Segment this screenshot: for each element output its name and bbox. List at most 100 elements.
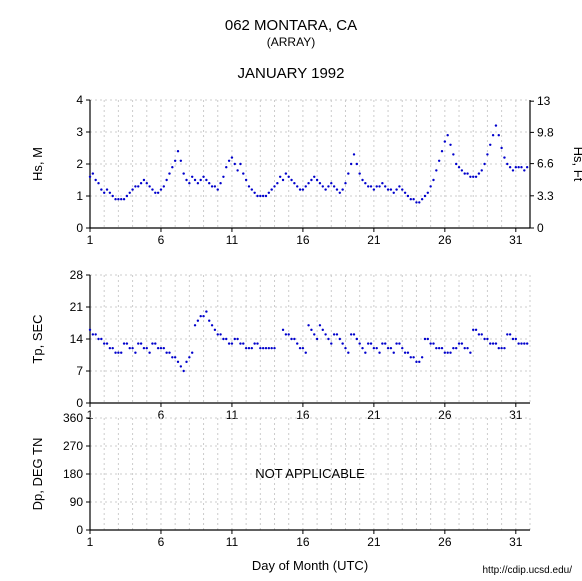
data-point (509, 333, 511, 335)
data-point (117, 352, 119, 354)
data-point (432, 179, 434, 181)
y-axis-label: Hs, M (30, 147, 45, 181)
data-point (194, 179, 196, 181)
data-point (387, 188, 389, 190)
data-point (262, 195, 264, 197)
data-point (222, 176, 224, 178)
data-point (112, 347, 114, 349)
data-point (205, 179, 207, 181)
data-point (276, 182, 278, 184)
data-point (356, 163, 358, 165)
data-point (288, 333, 290, 335)
xtick-label: 1 (87, 233, 94, 247)
data-point (398, 185, 400, 187)
data-point (316, 179, 318, 181)
data-point (322, 329, 324, 331)
data-point (97, 338, 99, 340)
data-point (134, 352, 136, 354)
data-point (444, 140, 446, 142)
data-point (307, 182, 309, 184)
data-point (208, 320, 210, 322)
data-point (217, 188, 219, 190)
data-point (265, 347, 267, 349)
data-point (154, 342, 156, 344)
data-point (180, 365, 182, 367)
data-point (211, 324, 213, 326)
xtick-label: 26 (438, 535, 452, 549)
data-point (168, 172, 170, 174)
data-point (364, 182, 366, 184)
ytick-label: 1 (76, 189, 83, 203)
data-point (305, 185, 307, 187)
data-point (410, 198, 412, 200)
data-point (123, 342, 125, 344)
data-point (333, 185, 335, 187)
data-point (185, 179, 187, 181)
chart-period: JANUARY 1992 (237, 65, 344, 82)
data-point (285, 172, 287, 174)
data-point (174, 160, 176, 162)
data-point (219, 333, 221, 335)
data-point (390, 347, 392, 349)
data-point (452, 153, 454, 155)
data-point (106, 342, 108, 344)
data-point (148, 185, 150, 187)
data-point (157, 192, 159, 194)
xtick-label: 21 (367, 535, 381, 549)
data-point (296, 185, 298, 187)
data-point (126, 342, 128, 344)
data-point (350, 333, 352, 335)
data-point (214, 185, 216, 187)
data-point (498, 134, 500, 136)
data-point (140, 182, 142, 184)
data-point (458, 342, 460, 344)
xtick-label: 6 (158, 233, 165, 247)
data-point (353, 333, 355, 335)
chart-title: 062 MONTARA, CA (225, 17, 357, 34)
xtick-label: 16 (296, 535, 310, 549)
data-point (109, 192, 111, 194)
ytick-right-label: 0 (537, 221, 544, 235)
data-point (163, 347, 165, 349)
data-point (137, 185, 139, 187)
data-point (299, 188, 301, 190)
data-point (483, 163, 485, 165)
data-point (251, 347, 253, 349)
data-point (475, 176, 477, 178)
xtick-label: 31 (509, 233, 523, 247)
data-point (228, 342, 230, 344)
data-point (492, 342, 494, 344)
data-point (378, 185, 380, 187)
data-point (515, 338, 517, 340)
data-point (461, 169, 463, 171)
data-point (324, 188, 326, 190)
data-point (481, 169, 483, 171)
data-point (157, 347, 159, 349)
data-point (92, 333, 94, 335)
data-point (112, 195, 114, 197)
data-point (438, 347, 440, 349)
data-point (429, 185, 431, 187)
data-point (94, 179, 96, 181)
data-point (322, 185, 324, 187)
data-point (378, 352, 380, 354)
data-point (523, 169, 525, 171)
xtick-label: 21 (367, 233, 381, 247)
data-point (444, 352, 446, 354)
data-point (148, 352, 150, 354)
data-point (523, 342, 525, 344)
data-point (114, 198, 116, 200)
ytick-label: 3 (76, 125, 83, 139)
data-point (404, 352, 406, 354)
ytick-label: 4 (76, 93, 83, 107)
data-point (239, 342, 241, 344)
data-point (407, 195, 409, 197)
data-point (290, 179, 292, 181)
data-point (458, 166, 460, 168)
ytick-label: 0 (76, 396, 83, 410)
data-point (489, 342, 491, 344)
data-point (361, 179, 363, 181)
data-point (131, 347, 133, 349)
data-point (234, 338, 236, 340)
data-point (288, 176, 290, 178)
